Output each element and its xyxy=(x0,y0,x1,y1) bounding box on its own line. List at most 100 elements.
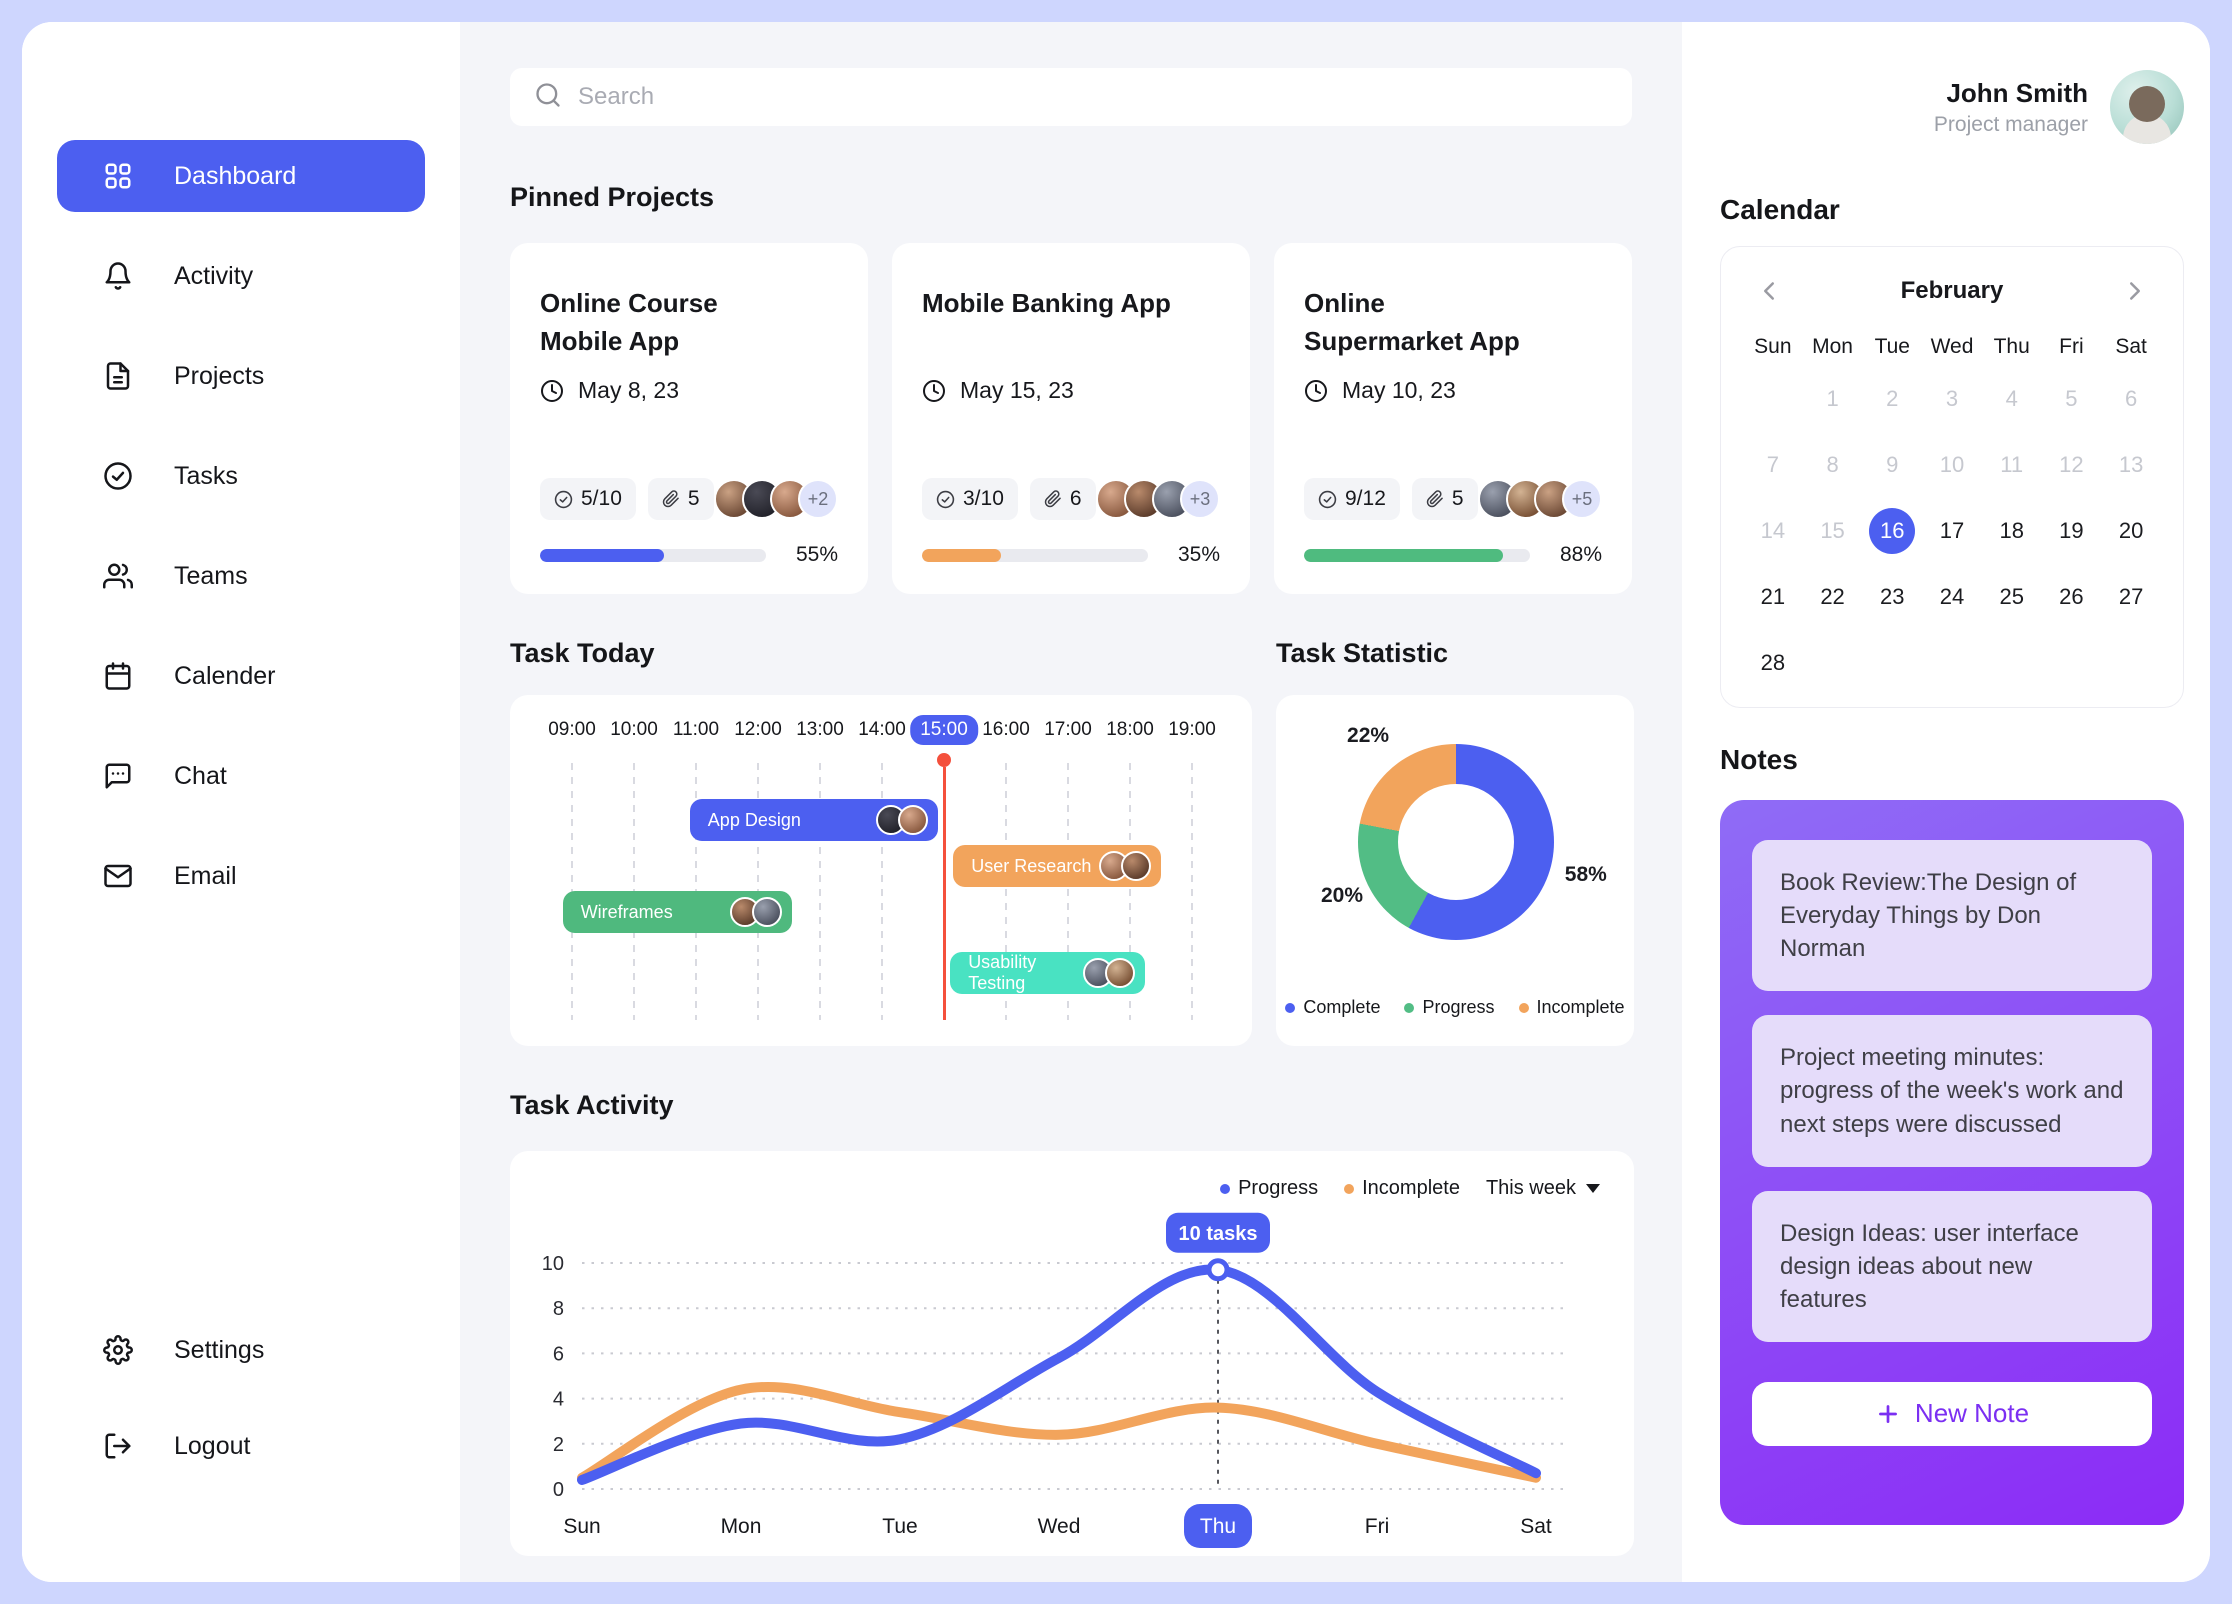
calendar-day[interactable]: 23 xyxy=(1880,584,1905,609)
sidebar-item-dashboard[interactable]: Dashboard xyxy=(57,140,425,212)
calendar-day[interactable]: 12 xyxy=(2059,452,2084,477)
calendar-day[interactable]: 15 xyxy=(1820,518,1845,543)
sidebar-item-label: Email xyxy=(174,861,237,890)
project-card[interactable]: Mobile Banking App May 15, 23 3/10 6 +3 35% xyxy=(892,243,1250,594)
calendar-day[interactable]: 4 xyxy=(2005,386,2018,411)
calendar-day[interactable]: 1 xyxy=(1826,386,1839,411)
calendar-day[interactable]: 8 xyxy=(1826,452,1839,477)
calendar-day[interactable]: 24 xyxy=(1939,584,1965,609)
gantt-task-label: Usability Testing xyxy=(968,952,1037,993)
note-card[interactable]: Project meeting minutes: progress of the… xyxy=(1752,1015,2152,1167)
day-label: Mon xyxy=(721,1515,762,1538)
calendar-day[interactable]: 22 xyxy=(1820,584,1845,609)
sidebar-item-teams[interactable]: Teams xyxy=(57,540,425,612)
attachments-badge: 5 xyxy=(1411,478,1478,520)
calendar-day[interactable]: 14 xyxy=(1760,518,1786,543)
right-panel: John Smith Project manager Calendar Febr… xyxy=(1682,22,2210,1582)
search-icon xyxy=(536,82,560,107)
extra-members-badge: +2 xyxy=(798,479,838,519)
chevron-left-icon[interactable] xyxy=(1751,273,1787,309)
document-icon xyxy=(106,362,130,390)
calendar-day[interactable]: 26 xyxy=(2059,584,2084,609)
calendar-title: Calendar xyxy=(1720,194,1840,225)
day-label: Wed xyxy=(1038,1515,1081,1538)
sidebar-item-settings[interactable]: Settings xyxy=(57,1314,425,1386)
project-due-date: May 10, 23 xyxy=(1304,377,1602,404)
legend-item: Incomplete xyxy=(1518,997,1625,1018)
calendar-day[interactable]: 3 xyxy=(1945,386,1959,411)
sidebar-item-email[interactable]: Email xyxy=(57,840,425,912)
project-card[interactable]: Online Course Mobile App May 8, 23 5/10 5 +2 5… xyxy=(510,243,868,594)
calendar-day[interactable]: 11 xyxy=(2000,452,2024,477)
svg-text:8: 8 xyxy=(553,1298,564,1320)
gantt-task-bar[interactable]: App Design xyxy=(689,799,938,841)
clock-icon xyxy=(1305,379,1327,402)
calendar-day[interactable]: 6 xyxy=(2125,386,2138,411)
calendar-day[interactable]: 13 xyxy=(2118,452,2144,477)
note-card[interactable]: Book Review:The Design of Everyday Thing… xyxy=(1752,840,2152,992)
chevron-right-icon[interactable] xyxy=(2117,273,2153,309)
gantt-task-bar[interactable]: User Research xyxy=(953,845,1161,887)
sidebar-item-chat[interactable]: Chat xyxy=(57,740,425,812)
calendar-day[interactable]: 25 xyxy=(1999,584,2024,609)
time-label: 16:00 xyxy=(982,719,1030,740)
progress-bar xyxy=(540,548,766,562)
calendar-day[interactable]: 21 xyxy=(1760,584,1786,609)
new-note-label: New Note xyxy=(1914,1398,2030,1429)
time-label: 09:00 xyxy=(548,719,596,740)
time-label: 18:00 xyxy=(1106,719,1154,740)
notes-panel: Book Review:The Design of Everyday Thing… xyxy=(1720,800,2184,1525)
time-label: 13:00 xyxy=(796,719,844,740)
project-card[interactable]: Online Supermarket App May 10, 23 9/12 5 +5 88… xyxy=(1274,243,1632,594)
search-input[interactable] xyxy=(578,83,1608,111)
check-circle-icon xyxy=(936,490,955,508)
note-card[interactable]: Design Ideas: user interface design idea… xyxy=(1752,1190,2152,1342)
week-dropdown[interactable]: This week xyxy=(1486,1177,1600,1200)
calendar-day[interactable]: 2 xyxy=(1886,386,1899,411)
chevron-left-icon xyxy=(1764,282,1774,300)
sidebar-item-tasks[interactable]: Tasks xyxy=(57,440,425,512)
current-time-line xyxy=(937,753,951,1020)
sidebar-spacer xyxy=(57,912,425,1314)
sidebar-item-projects[interactable]: Projects xyxy=(57,340,425,412)
sidebar-item-logout[interactable]: Logout xyxy=(57,1410,425,1482)
calendar-day[interactable]: 5 xyxy=(2065,386,2078,411)
sidebar-item-activity[interactable]: Activity xyxy=(57,240,425,312)
logout-icon xyxy=(105,1433,131,1459)
project-title: Online Course Mobile App xyxy=(540,288,718,356)
gantt-task-bar[interactable]: Usability Testing xyxy=(950,952,1146,994)
calendar-nav: February xyxy=(1743,273,2161,309)
profile[interactable]: John Smith Project manager xyxy=(1720,70,2184,144)
avatar xyxy=(752,897,783,927)
calendar-day[interactable]: 16 xyxy=(1862,505,1922,557)
progress-bar xyxy=(1304,548,1530,562)
day-label: Tue xyxy=(882,1515,917,1538)
donut-legend: Complete Progress Incomplete xyxy=(1276,997,1634,1018)
gantt-gridline xyxy=(1005,763,1007,1020)
calendar-day[interactable]: 17 xyxy=(1939,518,1965,543)
gantt-task-label: App Design xyxy=(707,809,801,830)
sidebar-item-calender[interactable]: Calender xyxy=(57,640,425,712)
task-today-chart: 09:00 10:00 11:00 12:00 13:00 14:00 15:00 16:00… xyxy=(510,695,1252,1046)
calendar-day[interactable]: 28 xyxy=(1760,650,1786,675)
member-avatars: +5 xyxy=(1478,479,1602,519)
weekday-header: Sun xyxy=(1754,335,1792,358)
time-label: 14:00 xyxy=(858,719,906,740)
calendar-day[interactable]: 9 xyxy=(1886,452,1899,477)
gantt-gridline xyxy=(881,763,883,1020)
calendar-day[interactable]: 10 xyxy=(1939,452,1965,477)
task-activity-chart: Progress Incomplete This week 0 2 4 6 8 10 10 ta… xyxy=(510,1151,1634,1556)
pinned-projects-row: Online Course Mobile App May 8, 23 5/10 5 +2 5… xyxy=(510,243,1632,594)
search-bar[interactable] xyxy=(510,68,1632,126)
sidebar-item-label: Dashboard xyxy=(174,161,297,190)
gantt-gridline xyxy=(1191,763,1193,1020)
calendar-day[interactable]: 7 xyxy=(1766,452,1779,477)
calendar-day[interactable]: 27 xyxy=(2118,584,2144,609)
calendar-day[interactable]: 20 xyxy=(2118,518,2144,543)
calendar-day[interactable]: 19 xyxy=(2059,518,2084,543)
new-note-button[interactable]: New Note xyxy=(1752,1381,2152,1446)
profile-role: Project manager xyxy=(1933,112,2088,136)
gantt-task-bar[interactable]: Wireframes xyxy=(562,891,793,933)
task-activity-title: Task Activity xyxy=(510,1090,674,1120)
calendar-day[interactable]: 18 xyxy=(1999,518,2024,543)
